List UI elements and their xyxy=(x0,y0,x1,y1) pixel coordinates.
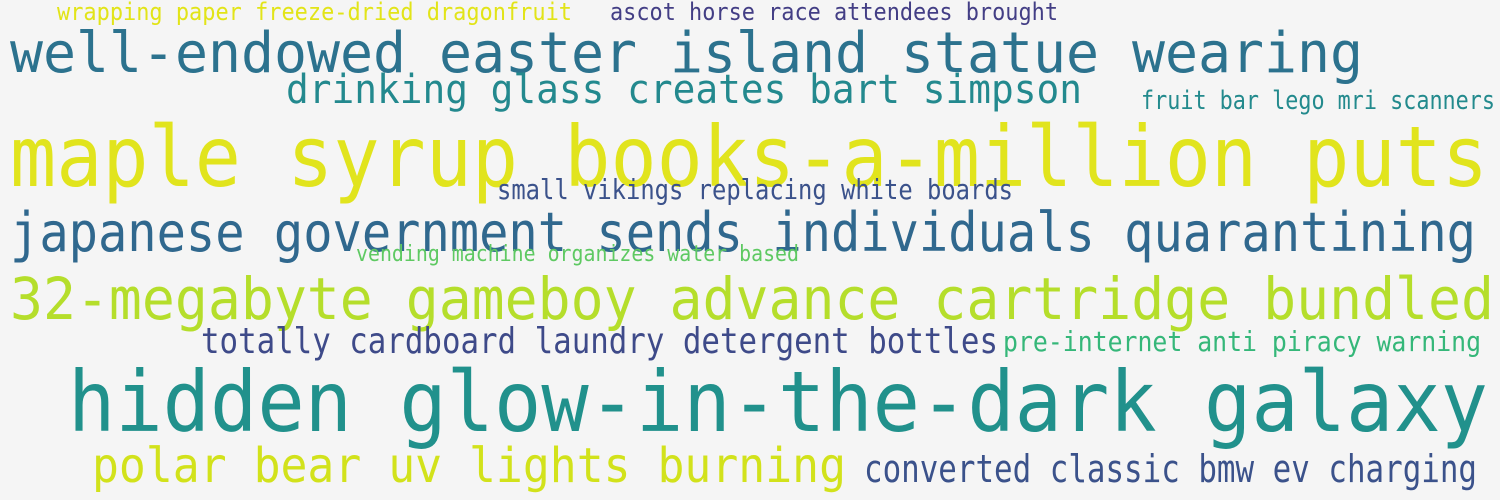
word-cloud-phrase: small vikings replacing white boards xyxy=(497,173,1013,206)
word-cloud-phrase: 32-megabyte gameboy advance cartridge bu… xyxy=(10,265,1494,333)
word-cloud-phrase: well-endowed easter island statue wearin… xyxy=(10,21,1363,86)
word-cloud-phrase: maple syrup books-a-million puts xyxy=(10,108,1488,206)
word-cloud-phrase: japanese government sends individuals qu… xyxy=(10,201,1476,264)
word-cloud-phrase: converted classic bmw ev charging xyxy=(864,447,1477,491)
word-cloud-phrase: vending machine organizes water based xyxy=(356,242,799,267)
word-cloud-phrase: wrapping paper freeze-dried dragonfruit xyxy=(57,0,572,26)
word-cloud-phrase: fruit bar lego mri scanners xyxy=(1141,86,1495,116)
word-cloud-phrase: ascot horse race attendees brought xyxy=(610,0,1058,26)
word-cloud-phrase: totally cardboard laundry detergent bott… xyxy=(201,321,998,362)
word-cloud-phrase: hidden glow-in-the-dark galaxy xyxy=(68,353,1488,451)
word-cloud-phrase: pre-internet anti piracy warning xyxy=(1003,325,1481,358)
word-cloud-phrase: drinking glass creates bart simpson xyxy=(286,67,1082,113)
word-cloud-phrase: polar bear uv lights burning xyxy=(92,438,846,494)
